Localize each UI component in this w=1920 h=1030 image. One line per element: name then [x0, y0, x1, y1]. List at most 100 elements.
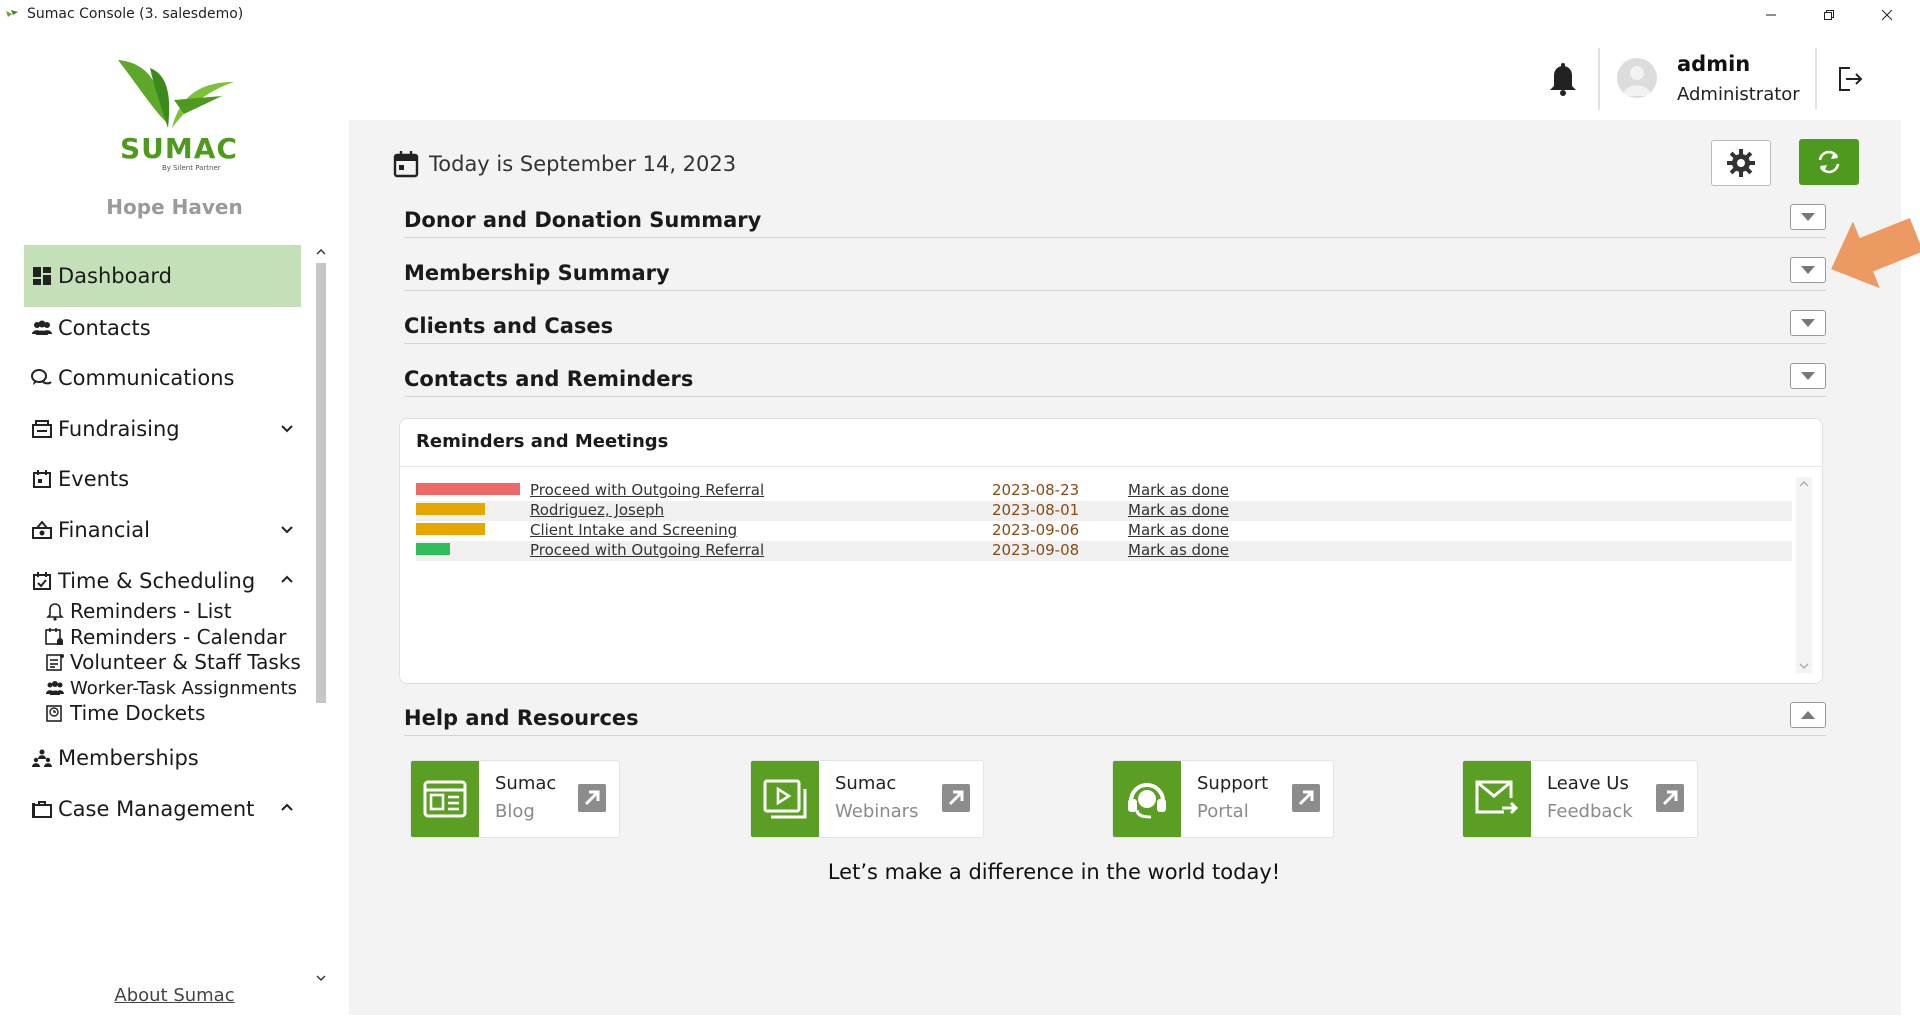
reminder-date: 2023-08-23 — [992, 481, 1080, 499]
logo-subtext: By Silent Partner — [162, 164, 221, 172]
chevron-down-icon[interactable] — [279, 420, 295, 436]
external-link-icon[interactable] — [941, 783, 971, 813]
external-link-icon[interactable] — [1655, 783, 1685, 813]
panel-scrollbar[interactable] — [1796, 477, 1812, 673]
section-donor-donation-summary: Donor and Donation Summary — [404, 204, 1826, 238]
nav-label-fundraising: Fundraising — [58, 417, 180, 441]
sumac-logo: SUMAC By Silent Partner — [110, 52, 240, 172]
section-help-resources: Help and Resources — [404, 702, 1826, 736]
resource-title: Sumac — [495, 773, 557, 794]
memberships-icon — [30, 746, 54, 770]
scroll-down-icon[interactable] — [316, 973, 326, 983]
scroll-up-icon[interactable] — [316, 247, 326, 257]
user-avatar-icon — [1623, 66, 1651, 96]
resource-card-support[interactable]: Support Portal — [1112, 760, 1334, 838]
header-divider — [1598, 48, 1600, 110]
nav-item-contacts[interactable]: Contacts — [24, 297, 301, 359]
logout-icon[interactable] — [1836, 65, 1864, 93]
contacts-icon — [30, 316, 54, 340]
nav-item-financial[interactable]: Financial — [24, 499, 301, 561]
expand-button[interactable] — [1790, 204, 1826, 230]
chevron-up-icon[interactable] — [279, 572, 295, 588]
logo-text: SUMAC — [120, 132, 238, 165]
about-sumac-link[interactable]: About Sumac — [114, 985, 235, 1006]
section-contacts-reminders: Contacts and Reminders — [404, 363, 1826, 397]
nav-item-communications[interactable]: Communications — [24, 347, 301, 409]
nav-item-events[interactable]: Events — [24, 448, 301, 510]
user-name: admin — [1677, 52, 1751, 76]
section-clients-cases: Clients and Cases — [404, 310, 1826, 344]
refresh-icon — [1818, 150, 1840, 174]
resource-card-webinars[interactable]: Sumac Webinars — [750, 760, 984, 838]
calendar-icon — [393, 151, 419, 178]
chevron-up-icon[interactable] — [279, 800, 295, 816]
expand-button[interactable] — [1790, 363, 1826, 389]
notification-bell-icon[interactable] — [1548, 60, 1578, 96]
mark-done-link[interactable]: Mark as done — [1128, 501, 1229, 519]
panel-divider — [400, 466, 1822, 467]
mark-done-link[interactable]: Mark as done — [1128, 541, 1229, 559]
sub-item-reminders-calendar[interactable]: Reminders - Calendar — [44, 622, 287, 652]
triangle-down-icon — [1801, 266, 1815, 274]
nav-item-case-management[interactable]: Case Management — [24, 778, 301, 840]
triangle-down-icon — [1801, 319, 1815, 327]
reminder-link[interactable]: Client Intake and Screening — [530, 521, 738, 539]
sub-item-reminders-list[interactable]: Reminders - List — [44, 596, 232, 626]
reminder-date: 2023-08-01 — [992, 501, 1080, 519]
fundraising-icon — [30, 417, 54, 441]
close-button[interactable] — [1864, 0, 1910, 30]
triangle-down-icon — [1801, 372, 1815, 380]
external-link-icon[interactable] — [1291, 783, 1321, 813]
mark-done-link[interactable]: Mark as done — [1128, 521, 1229, 539]
avatar[interactable] — [1617, 58, 1657, 98]
chevron-down-icon[interactable] — [279, 521, 295, 537]
resource-subtitle: Blog — [495, 801, 535, 822]
sub-item-worker-task-assignments[interactable]: Worker-Task Assignments — [44, 673, 297, 703]
table-row: Rodriguez, Joseph 2023-08-01 Mark as don… — [416, 501, 1792, 521]
resource-subtitle: Webinars — [835, 801, 919, 822]
priority-bar — [416, 543, 450, 555]
nav-item-time-scheduling[interactable]: Time & Scheduling — [24, 550, 301, 612]
scrollbar-thumb[interactable] — [316, 263, 326, 703]
calendar-icon — [30, 569, 54, 593]
nav-label-communications: Communications — [58, 366, 235, 390]
restore-button[interactable] — [1806, 0, 1852, 30]
nav-item-memberships[interactable]: Memberships — [24, 727, 301, 789]
reminder-link[interactable]: Rodriguez, Joseph — [530, 501, 665, 519]
reminders-panel: Reminders and Meetings Proceed with Outg… — [399, 418, 1823, 684]
section-title: Clients and Cases — [404, 314, 614, 338]
refresh-button[interactable] — [1799, 139, 1859, 185]
expand-button[interactable] — [1790, 310, 1826, 336]
reminder-link[interactable]: Proceed with Outgoing Referral — [530, 541, 765, 559]
blog-icon — [411, 761, 479, 837]
title-bar: Sumac Console (3. salesdemo) — [0, 0, 1920, 30]
external-link-icon[interactable] — [577, 783, 607, 813]
section-title: Donor and Donation Summary — [404, 208, 762, 232]
nav-item-fundraising[interactable]: Fundraising — [24, 398, 301, 460]
resource-card-feedback[interactable]: Leave Us Feedback — [1462, 760, 1698, 838]
priority-bar — [416, 483, 520, 495]
table-row: Client Intake and Screening 2023-09-06 M… — [416, 521, 1792, 541]
nav-item-dashboard[interactable]: Dashboard — [24, 245, 301, 307]
resource-title: Leave Us — [1547, 773, 1629, 794]
collapse-button[interactable] — [1790, 702, 1826, 728]
sidebar-scrollbar[interactable] — [313, 245, 329, 985]
scroll-up-icon[interactable] — [1799, 479, 1809, 489]
sub-label-reminders-list: Reminders - List — [70, 599, 232, 623]
reminder-link[interactable]: Proceed with Outgoing Referral — [530, 481, 765, 499]
expand-button[interactable] — [1790, 257, 1826, 283]
case-icon — [30, 797, 54, 821]
support-icon — [1113, 761, 1181, 837]
reminder-date: 2023-09-06 — [992, 521, 1080, 539]
scroll-down-icon[interactable] — [1799, 661, 1809, 671]
minimize-button[interactable] — [1748, 0, 1794, 30]
sub-item-volunteer-staff-tasks[interactable]: Volunteer & Staff Tasks — [44, 647, 301, 677]
calendar-bell-icon — [44, 626, 66, 648]
settings-button[interactable] — [1711, 140, 1771, 186]
resource-card-blog[interactable]: Sumac Blog — [410, 760, 620, 838]
nav-label-dashboard: Dashboard — [58, 264, 172, 288]
org-name: Hope Haven — [106, 195, 243, 219]
mark-done-link[interactable]: Mark as done — [1128, 481, 1229, 499]
table-row: Proceed with Outgoing Referral 2023-08-2… — [416, 481, 1792, 501]
sub-item-time-dockets[interactable]: Time Dockets — [44, 698, 205, 728]
